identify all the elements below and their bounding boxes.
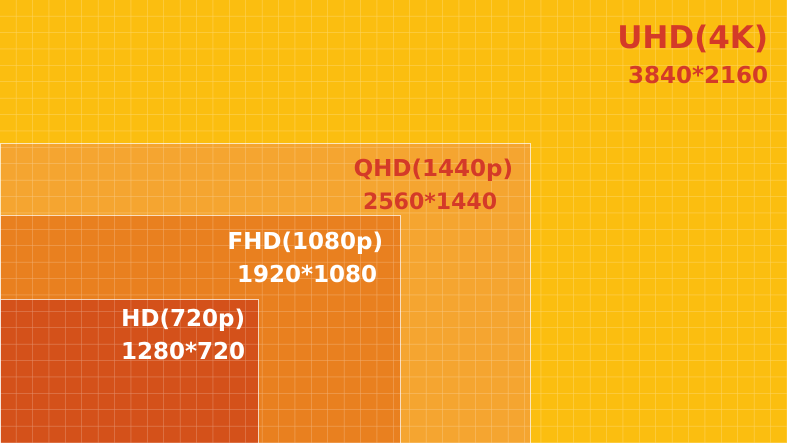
uhd-resolution: 3840*2160 <box>628 63 768 89</box>
fhd-label: FHD(1080p) <box>227 229 383 255</box>
hd-resolution: 1280*720 <box>121 339 245 365</box>
uhd-label: UHD(4K) <box>617 20 768 56</box>
fhd-resolution: 1920*1080 <box>237 262 377 288</box>
qhd-resolution: 2560*1440 <box>363 190 497 215</box>
hd-label: HD(720p) <box>121 306 245 332</box>
qhd-label: QHD(1440p) <box>354 156 513 182</box>
